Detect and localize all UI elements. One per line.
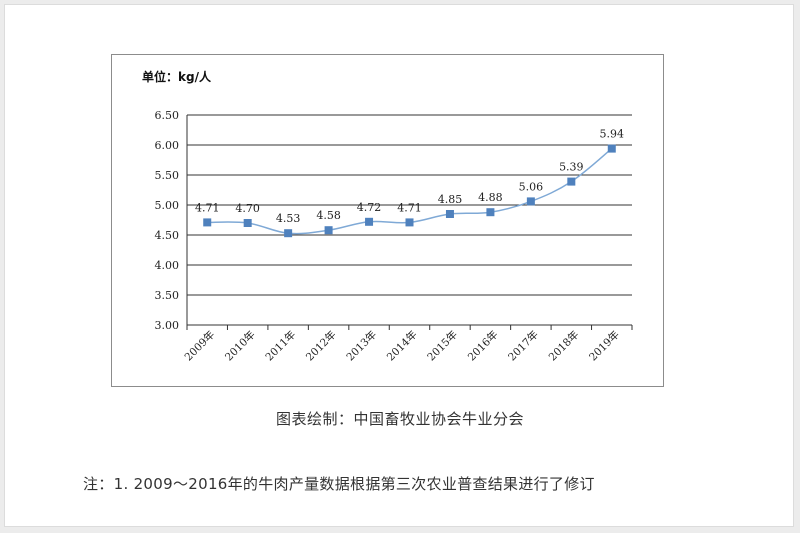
x-tick-label: 2019年	[586, 328, 622, 364]
y-tick-label: 4.00	[155, 259, 180, 272]
data-label: 4.72	[357, 201, 382, 214]
x-tick-label: 2014年	[384, 328, 420, 364]
data-point-marker	[365, 217, 374, 226]
x-tick-label: 2016年	[465, 328, 501, 364]
data-label: 4.71	[195, 201, 220, 214]
data-label: 4.58	[316, 209, 341, 222]
data-point-marker	[486, 208, 495, 217]
data-label: 5.06	[519, 180, 544, 193]
x-tick-label: 2010年	[222, 328, 258, 364]
unit-label: 单位：kg/人	[142, 69, 212, 84]
y-tick-label: 5.50	[155, 169, 180, 182]
y-tick-label: 5.00	[155, 199, 180, 212]
data-label: 4.71	[397, 201, 422, 214]
x-tick-label: 2012年	[303, 328, 339, 364]
data-label: 5.39	[559, 161, 584, 174]
data-point-marker	[324, 226, 333, 235]
data-label: 4.88	[478, 191, 503, 204]
x-tick-label: 2011年	[263, 328, 299, 364]
x-tick-label: 2017年	[505, 328, 541, 364]
y-tick-label: 3.00	[155, 319, 180, 332]
data-label: 4.53	[276, 212, 301, 225]
x-tick-label: 2009年	[182, 328, 218, 364]
y-tick-label: 6.50	[155, 109, 180, 122]
data-point-marker	[607, 144, 616, 153]
x-tick-label: 2013年	[344, 328, 380, 364]
chart-source-caption: 图表绘制：中国畜牧业协会牛业分会	[275, 410, 524, 428]
figure-frame: 单位：kg/人 3.00 3.50 4.00 4.50 5.00 5.50 6.00 6.50 2…	[4, 4, 794, 527]
chart-area: 单位：kg/人 3.00 3.50 4.00 4.50 5.00 5.50 6.00 6.50 2…	[111, 54, 664, 387]
data-point-marker	[445, 210, 454, 218]
y-tick-label: 4.50	[155, 229, 180, 242]
data-label: 5.94	[600, 128, 625, 141]
data-point-marker	[203, 218, 212, 227]
data-point-marker	[243, 219, 252, 227]
chart-footnote: 注：1. 2009～2016年的牛肉产量数据根据第三次农业普查结果进行了修订	[83, 475, 595, 493]
y-tick-label: 6.00	[155, 139, 180, 152]
data-point-marker	[405, 218, 414, 227]
x-tick-label: 2018年	[546, 328, 582, 364]
line-chart: 单位：kg/人 3.00 3.50 4.00 4.50 5.00 5.50 6.00 6.50 2…	[142, 69, 633, 364]
data-point-marker	[567, 177, 576, 186]
data-point-marker	[526, 197, 535, 206]
data-label: 4.85	[438, 193, 463, 206]
y-tick-label: 3.50	[155, 289, 180, 302]
data-point-marker	[284, 229, 293, 238]
data-label: 4.70	[235, 202, 260, 215]
x-tick-label: 2015年	[425, 328, 461, 364]
